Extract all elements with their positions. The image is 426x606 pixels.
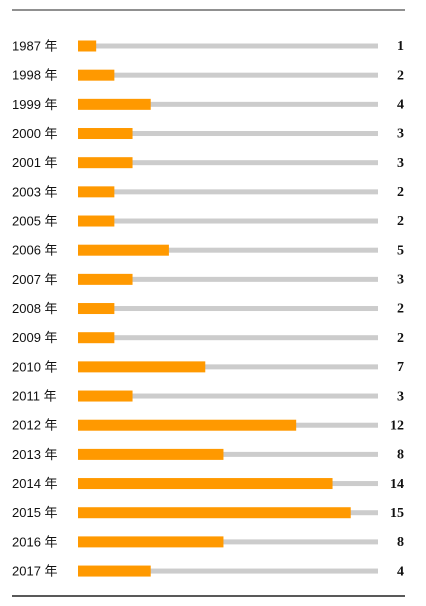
value-label: 3 <box>397 127 404 142</box>
value-label: 8 <box>397 448 404 463</box>
bar-track <box>78 72 378 78</box>
category-label: 2003 年 <box>12 184 58 199</box>
value-label: 2 <box>397 331 404 346</box>
value-label: 2 <box>397 68 404 83</box>
bar-track <box>78 101 378 107</box>
bar-track <box>78 306 378 312</box>
value-label: 2 <box>397 185 404 200</box>
category-label: 2014 年 <box>12 476 58 491</box>
category-label: 2011 年 <box>12 388 57 403</box>
bar <box>78 303 115 315</box>
category-label: 1998 年 <box>12 68 58 83</box>
bar <box>78 186 115 198</box>
category-label: 2008 年 <box>12 301 58 316</box>
value-label: 7 <box>397 360 404 375</box>
bar-track <box>78 160 378 166</box>
value-label: 4 <box>397 564 404 579</box>
bar <box>78 157 133 169</box>
value-label: 4 <box>397 98 404 113</box>
bar <box>78 98 151 110</box>
bar <box>78 478 333 490</box>
value-label: 14 <box>390 477 404 492</box>
bar <box>78 419 297 431</box>
bar <box>78 448 224 460</box>
category-label: 2005 年 <box>12 213 58 228</box>
value-label: 2 <box>397 302 404 317</box>
bar-track <box>78 247 378 253</box>
value-label: 3 <box>397 156 404 171</box>
category-label: 2010 年 <box>12 359 58 374</box>
value-label: 3 <box>397 389 404 404</box>
bar-track <box>78 131 378 137</box>
bar-track <box>78 451 378 457</box>
value-label: 2 <box>397 214 404 229</box>
bar-track <box>78 364 378 370</box>
bar-track <box>78 568 378 574</box>
category-label: 2013 年 <box>12 447 58 462</box>
bar <box>78 536 224 548</box>
category-label: 2009 年 <box>12 330 58 345</box>
bar <box>78 215 115 227</box>
bar <box>78 273 133 285</box>
bar-track <box>78 218 378 224</box>
category-label: 1987 年 <box>12 38 58 53</box>
value-label: 12 <box>390 418 404 433</box>
bar <box>78 69 115 81</box>
value-label: 3 <box>397 273 404 288</box>
category-label: 2016 年 <box>12 534 58 549</box>
value-label: 15 <box>390 506 404 521</box>
bar <box>78 507 351 519</box>
category-label: 2012 年 <box>12 418 58 433</box>
bar-track <box>78 539 378 545</box>
bar <box>78 40 97 52</box>
value-label: 1 <box>397 39 404 54</box>
bar <box>78 128 133 140</box>
value-label: 5 <box>397 243 404 258</box>
category-label: 2015 年 <box>12 505 58 520</box>
category-label: 2017 年 <box>12 563 58 578</box>
category-label: 2007 年 <box>12 272 58 287</box>
bar <box>78 332 115 344</box>
bar-track <box>78 393 378 399</box>
bar <box>78 244 169 256</box>
category-label: 1999 年 <box>12 97 58 112</box>
bar <box>78 565 151 577</box>
bar <box>78 390 133 402</box>
bar-track <box>78 189 378 195</box>
category-label: 2001 年 <box>12 155 58 170</box>
bar <box>78 361 206 373</box>
bar-track <box>78 43 378 49</box>
bar-track <box>78 276 378 282</box>
bar-track <box>78 335 378 341</box>
category-label: 2000 年 <box>12 126 58 141</box>
value-label: 8 <box>397 535 404 550</box>
category-label: 2006 年 <box>12 243 58 258</box>
